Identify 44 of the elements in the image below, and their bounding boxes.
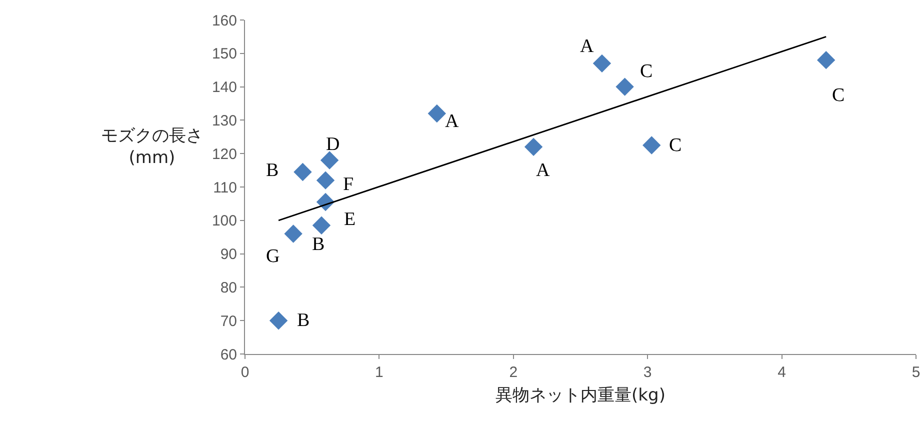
point bbox=[428, 104, 446, 123]
point bbox=[284, 224, 302, 243]
annotation: C bbox=[640, 61, 653, 82]
y-tick-label: 110 bbox=[213, 179, 237, 196]
annotation: A bbox=[445, 111, 459, 132]
point bbox=[592, 54, 612, 73]
annotation: E bbox=[344, 209, 356, 230]
x-axis-title: 異物ネット内重量(kg) bbox=[496, 385, 666, 406]
x-tick-label: 4 bbox=[778, 364, 786, 381]
y-tick-label: 100 bbox=[212, 212, 237, 230]
point bbox=[269, 312, 288, 330]
point bbox=[320, 151, 339, 170]
x-tick-label: 3 bbox=[643, 364, 652, 381]
y-tick-label: 70 bbox=[220, 312, 237, 330]
y-tick-label: 60 bbox=[220, 346, 237, 364]
point bbox=[294, 162, 312, 182]
y-tick-label: 140 bbox=[212, 79, 237, 96]
point bbox=[642, 136, 661, 154]
point bbox=[816, 50, 836, 70]
y-axis-title: モズクの長さ (mm) bbox=[101, 126, 203, 168]
annotation: B bbox=[297, 310, 310, 331]
annotation: A bbox=[536, 160, 550, 181]
x-tick-label: 1 bbox=[375, 364, 384, 381]
annotation: G bbox=[266, 246, 280, 267]
y-tick-label: 130 bbox=[212, 112, 237, 130]
y-tick-label: 150 bbox=[212, 46, 237, 63]
y-tick-label: 80 bbox=[220, 279, 237, 296]
annotation: C bbox=[832, 85, 845, 106]
annotation: F bbox=[343, 174, 354, 195]
annotation: B bbox=[266, 160, 279, 181]
x-tick-label: 0 bbox=[240, 364, 250, 381]
annotation: D bbox=[326, 134, 340, 155]
point bbox=[312, 216, 331, 235]
point bbox=[616, 78, 634, 96]
annotation: C bbox=[669, 135, 682, 156]
point bbox=[524, 138, 543, 156]
point bbox=[316, 171, 335, 190]
y-tick-label: 160 bbox=[212, 12, 237, 30]
x-tick-label: 2 bbox=[509, 364, 518, 381]
x-tick-label: 5 bbox=[912, 364, 920, 381]
annotation: B bbox=[312, 234, 325, 255]
annotation: A bbox=[580, 36, 594, 57]
y-tick-label: 90 bbox=[220, 246, 237, 264]
y-tick-label: 120 bbox=[212, 146, 237, 163]
